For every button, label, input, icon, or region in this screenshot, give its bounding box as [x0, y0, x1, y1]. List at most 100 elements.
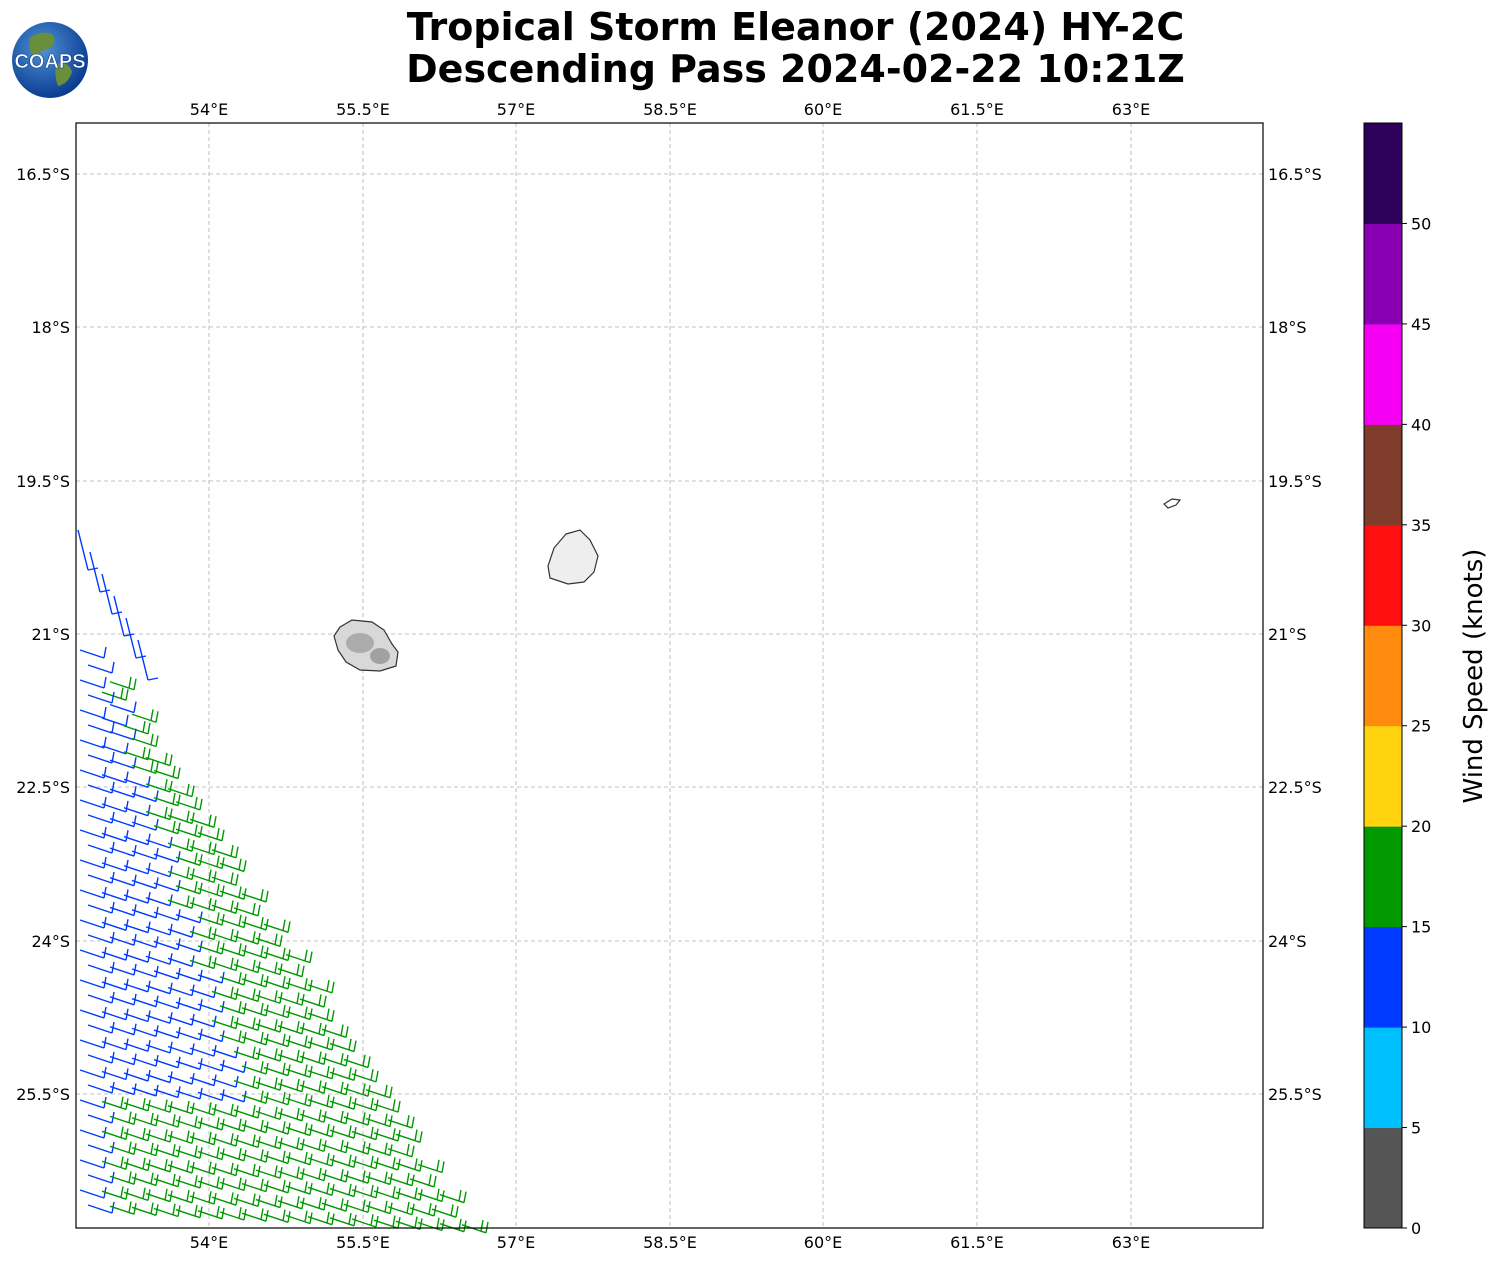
wind-barb: [123, 833, 151, 846]
lat-tick-left: 22.5°S: [16, 778, 70, 797]
wind-barb: [219, 914, 247, 929]
wind-barb: [109, 844, 137, 857]
colorbar-tick: 50: [1411, 214, 1431, 233]
wind-barb: [137, 639, 159, 681]
lat-tick-left: 18°S: [31, 318, 70, 337]
wind-barb: [87, 751, 115, 764]
wind-barb: [101, 830, 129, 842]
wind-barb: [153, 909, 181, 921]
wind-barb: [123, 776, 151, 788]
wind-barb: [101, 714, 129, 727]
wind-barb: [87, 1081, 115, 1094]
wind-barb: [167, 895, 195, 909]
wind-barb: [87, 691, 115, 704]
wind-barb: [241, 917, 269, 931]
colorbar-tick: 10: [1411, 1018, 1431, 1037]
wind-barb: [153, 851, 181, 863]
wind-barb: [417, 1159, 445, 1174]
wind-barb: [79, 706, 107, 719]
wind-barb: [241, 889, 269, 903]
lat-tick-right: 16.5°S: [1268, 165, 1322, 184]
wind-barb: [87, 1201, 115, 1214]
wind-barb: [101, 889, 129, 902]
wind-barb: [101, 919, 129, 931]
axis-ticks: 54°E 54°E 55.5°E 55.5°E 57°E 57°E 58.5°E 58.5°E…: [16, 100, 1322, 1252]
wind-barb: [395, 1129, 423, 1143]
wind-barb: [109, 728, 137, 741]
wind-barb: [113, 595, 135, 637]
wind-barb: [79, 766, 107, 779]
lat-tick-left: 19.5°S: [16, 472, 70, 491]
wind-barb: [87, 1051, 115, 1064]
colorbar-tick: 35: [1411, 516, 1431, 535]
wind-barb: [175, 797, 203, 811]
colorbar-swatch: [1364, 123, 1402, 224]
wind-barb: [197, 883, 225, 898]
wind-barb: [79, 1096, 107, 1109]
wind-barb: [79, 646, 107, 659]
wind-barb: [123, 891, 151, 904]
wind-barb: [145, 836, 173, 849]
wind-barb: [131, 709, 159, 723]
wind-barb: [87, 901, 115, 914]
wind-barb: [145, 779, 173, 793]
colorbar-swatch: [1364, 424, 1402, 526]
wind-barb: [123, 721, 151, 735]
wind-barbs: [77, 529, 489, 1234]
wind-barb: [189, 926, 217, 941]
wind-barb: [285, 949, 313, 964]
wind-barb: [109, 676, 137, 691]
wind-barb: [131, 848, 159, 860]
colorbar-swatch: [1364, 725, 1402, 827]
wind-barb: [167, 783, 195, 798]
lon-tick-bottom: 54°E: [190, 1233, 228, 1252]
wind-barb: [131, 906, 159, 919]
lat-tick-left: 16.5°S: [16, 165, 70, 184]
wind-barb: [87, 1141, 115, 1154]
wind-barb: [79, 1156, 107, 1169]
wind-barb: [123, 804, 151, 817]
wind-barb: [109, 757, 137, 769]
wind-barb: [87, 781, 115, 794]
wind-barb: [219, 858, 247, 873]
wind-barb: [321, 1024, 349, 1038]
wind-barb: [131, 818, 159, 831]
wind-barb: [233, 903, 261, 917]
wind-barb: [145, 894, 173, 907]
wind-barb: [167, 838, 195, 852]
wind-barb: [365, 1084, 393, 1099]
lon-tick-top: 55.5°E: [336, 100, 390, 119]
wind-barb: [307, 980, 335, 994]
wind-barb: [175, 824, 203, 838]
colorbar-tick: 20: [1411, 817, 1431, 836]
wind-barb: [153, 879, 181, 892]
lon-tick-bottom: 58.5°E: [643, 1233, 697, 1252]
wind-barb: [153, 792, 181, 807]
colorbar-label: Wind Speed (knots): [1459, 549, 1489, 804]
wind-barb: [101, 573, 123, 615]
wind-barb: [109, 701, 137, 714]
wind-barb: [387, 1115, 415, 1129]
wind-barb: [79, 826, 107, 839]
wind-barb: [79, 1186, 107, 1199]
wind-barb: [263, 919, 291, 933]
wind-barb: [145, 865, 173, 878]
wind-barb: [109, 815, 137, 828]
wind-barb: [373, 1099, 401, 1113]
colorbar-swatch: [1364, 625, 1402, 727]
wind-barb: [219, 886, 247, 900]
lat-tick-right: 21°S: [1268, 625, 1307, 644]
wind-barb: [87, 661, 115, 674]
wind-barb: [77, 529, 99, 571]
wind-barb: [101, 800, 129, 813]
wind-barb: [87, 1111, 115, 1124]
wind-barb: [79, 1066, 107, 1079]
lat-tick-left: 25.5°S: [16, 1085, 70, 1104]
wind-barb: [145, 752, 173, 767]
colorbar-swatch: [1364, 223, 1402, 325]
wind-barb: [131, 877, 159, 890]
wind-barb: [409, 1174, 437, 1188]
page-title: Tropical Storm Eleanor (2024) HY-2C: [406, 5, 1185, 49]
wind-barb: [87, 841, 115, 854]
